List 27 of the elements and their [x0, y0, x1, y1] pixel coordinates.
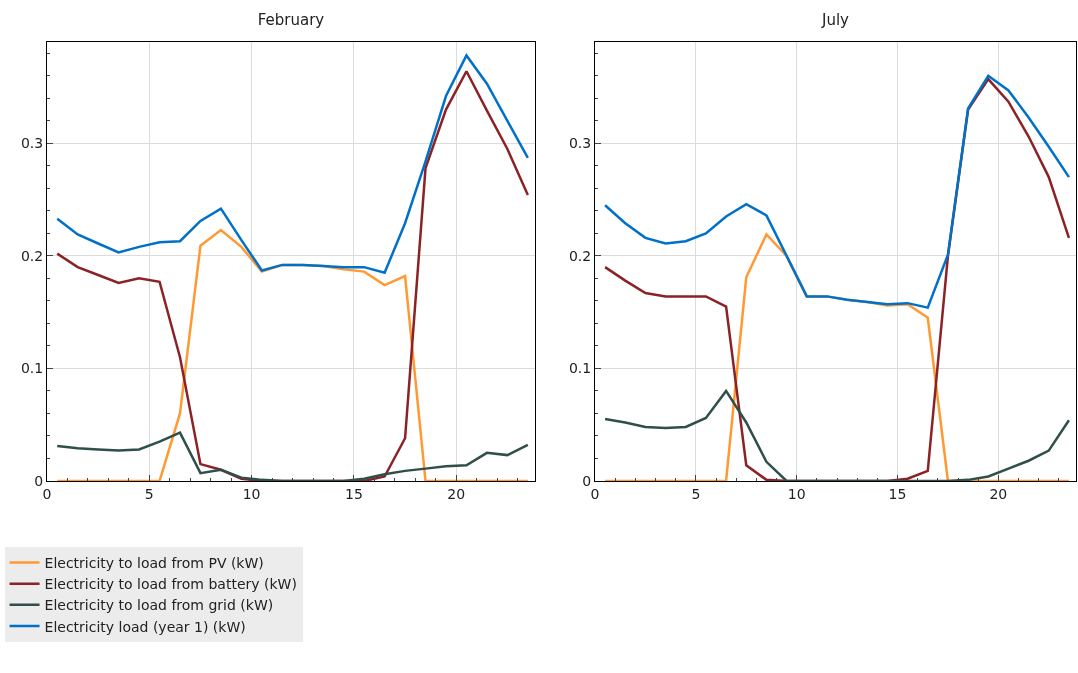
y-tick-label: 0.1 [20, 360, 44, 377]
y-tick-label: 0.1 [568, 360, 592, 377]
chart-title: February [257, 11, 325, 30]
y-tick-label: 0.2 [20, 247, 44, 264]
x-tick-label: 20 [447, 485, 466, 502]
y-tick-label: 0.3 [568, 135, 592, 152]
y-tick-label: 0 [582, 472, 592, 489]
x-tick-label: 20 [989, 485, 1008, 502]
legend-label: Electricity to load from grid (kW) [44, 597, 274, 614]
line-series [55, 70, 530, 481]
y-tick-label: 0.3 [20, 135, 44, 152]
legend-label: Electricity to load from battery (kW) [44, 576, 297, 593]
line-series [603, 74, 1071, 309]
x-tick-label: 5 [144, 485, 154, 502]
y-tick-label: 0.2 [568, 247, 592, 264]
line-series [603, 389, 1071, 481]
line-series [55, 54, 530, 275]
legend-label: Electricity to load from PV (kW) [44, 554, 264, 571]
line-series [55, 431, 530, 481]
x-tick-label: 5 [691, 485, 701, 502]
legend-label: Electricity load (year 1) (kW) [44, 618, 246, 635]
x-tick-label: 10 [242, 485, 261, 502]
x-tick-label: 15 [345, 485, 363, 502]
y-tick-label: 0 [34, 472, 44, 489]
x-tick-label: 15 [888, 485, 907, 502]
x-tick-label: 10 [787, 485, 806, 502]
chart-title: July [821, 11, 850, 30]
